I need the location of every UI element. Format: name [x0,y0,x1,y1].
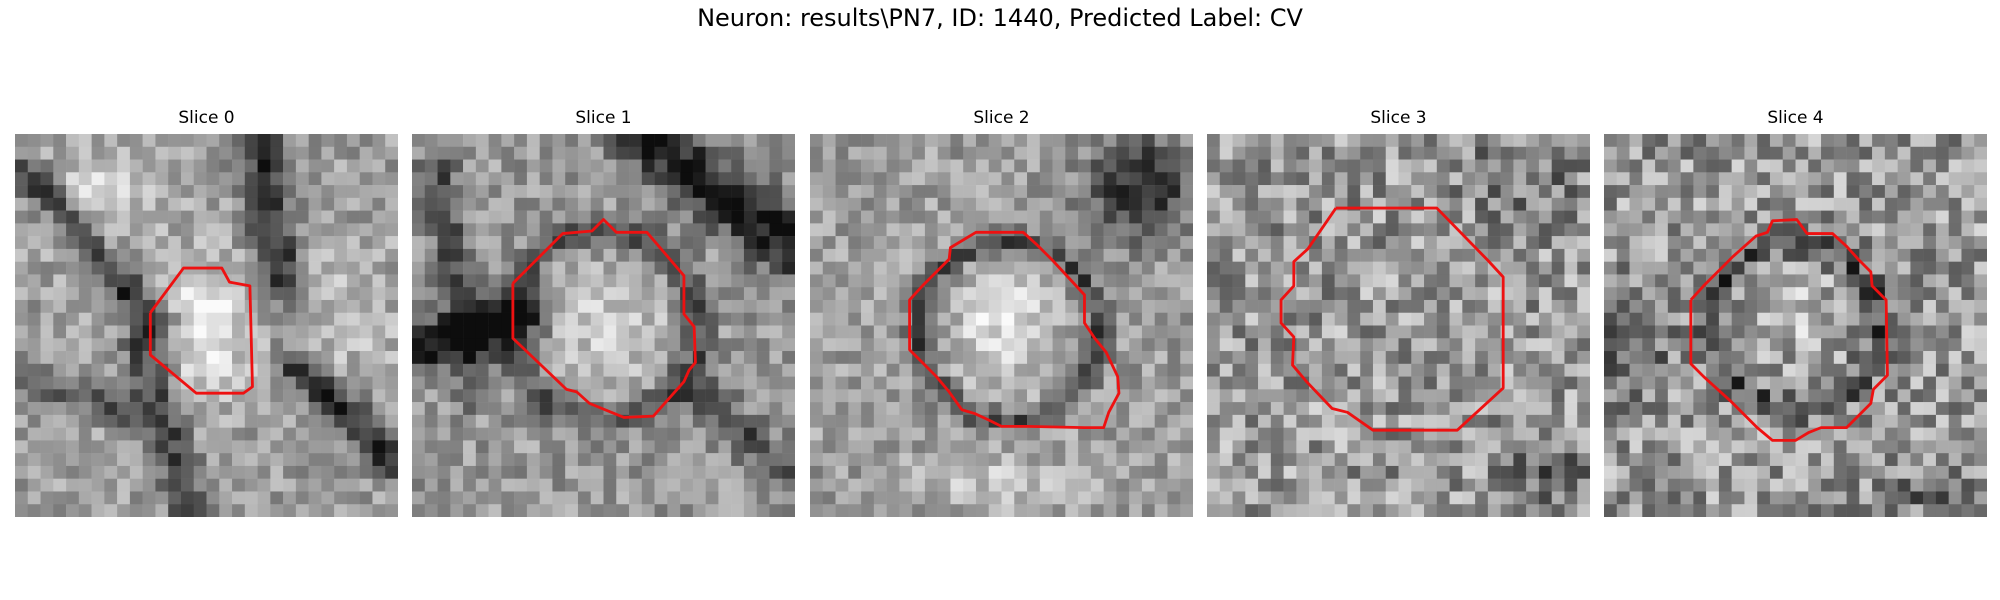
slice-title: Slice 1 [575,108,632,128]
figure-title: Neuron: results\PN7, ID: 1440, Predicted… [697,4,1303,32]
slice-title: Slice 3 [1370,108,1427,128]
slice-image [1604,134,1987,517]
pixel-grid [412,134,795,517]
pixel-grid [810,134,1193,517]
contour-outline [908,230,1121,430]
slice-title: Slice 0 [178,108,235,128]
contour-outline [1279,206,1505,432]
slice-image [412,134,795,517]
pixel-grid [15,134,398,517]
pixel-grid [1604,134,1987,517]
contour-outline [148,266,254,395]
contour-outline [1689,218,1889,442]
slice-image [1207,134,1590,517]
slice-image [15,134,398,517]
contour-outline [511,218,697,419]
slice-title: Slice 2 [973,108,1030,128]
slice-title: Slice 4 [1767,108,1824,128]
pixel-grid [1207,134,1590,517]
slice-image [810,134,1193,517]
